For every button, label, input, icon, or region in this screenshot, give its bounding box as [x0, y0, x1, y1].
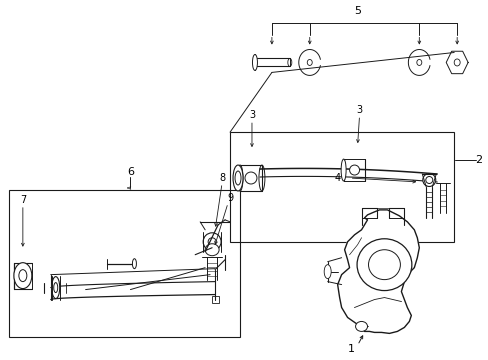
Ellipse shape — [396, 275, 402, 280]
Bar — [229, 132, 453, 242]
Text: 7: 7 — [20, 195, 26, 205]
Ellipse shape — [252, 54, 257, 71]
Text: 2: 2 — [474, 155, 482, 165]
Ellipse shape — [364, 255, 370, 261]
Ellipse shape — [425, 176, 432, 184]
Ellipse shape — [416, 59, 421, 66]
Ellipse shape — [422, 174, 435, 186]
Ellipse shape — [341, 159, 346, 181]
Ellipse shape — [349, 165, 359, 175]
Ellipse shape — [235, 171, 241, 185]
Text: 4: 4 — [334, 173, 340, 183]
Ellipse shape — [19, 270, 27, 282]
Text: 6: 6 — [127, 167, 134, 177]
Ellipse shape — [14, 263, 32, 289]
Ellipse shape — [203, 233, 221, 251]
Text: 5: 5 — [353, 6, 360, 15]
Ellipse shape — [355, 321, 367, 332]
Bar — [9, 190, 240, 337]
Ellipse shape — [306, 59, 312, 66]
Ellipse shape — [132, 259, 136, 269]
Ellipse shape — [233, 165, 243, 191]
Text: 9: 9 — [226, 193, 233, 203]
Ellipse shape — [54, 283, 58, 293]
Text: 3: 3 — [248, 110, 255, 120]
Ellipse shape — [205, 244, 219, 256]
Bar — [212, 296, 219, 302]
Polygon shape — [337, 210, 419, 333]
Ellipse shape — [324, 265, 330, 279]
Ellipse shape — [208, 238, 216, 246]
Ellipse shape — [244, 172, 256, 184]
Ellipse shape — [453, 59, 459, 66]
Text: 1: 1 — [347, 345, 354, 354]
Text: 3: 3 — [356, 105, 362, 115]
Ellipse shape — [368, 250, 400, 280]
Text: 8: 8 — [219, 173, 224, 183]
Polygon shape — [446, 51, 467, 74]
Ellipse shape — [52, 276, 60, 298]
Ellipse shape — [237, 165, 243, 191]
Ellipse shape — [356, 239, 411, 291]
